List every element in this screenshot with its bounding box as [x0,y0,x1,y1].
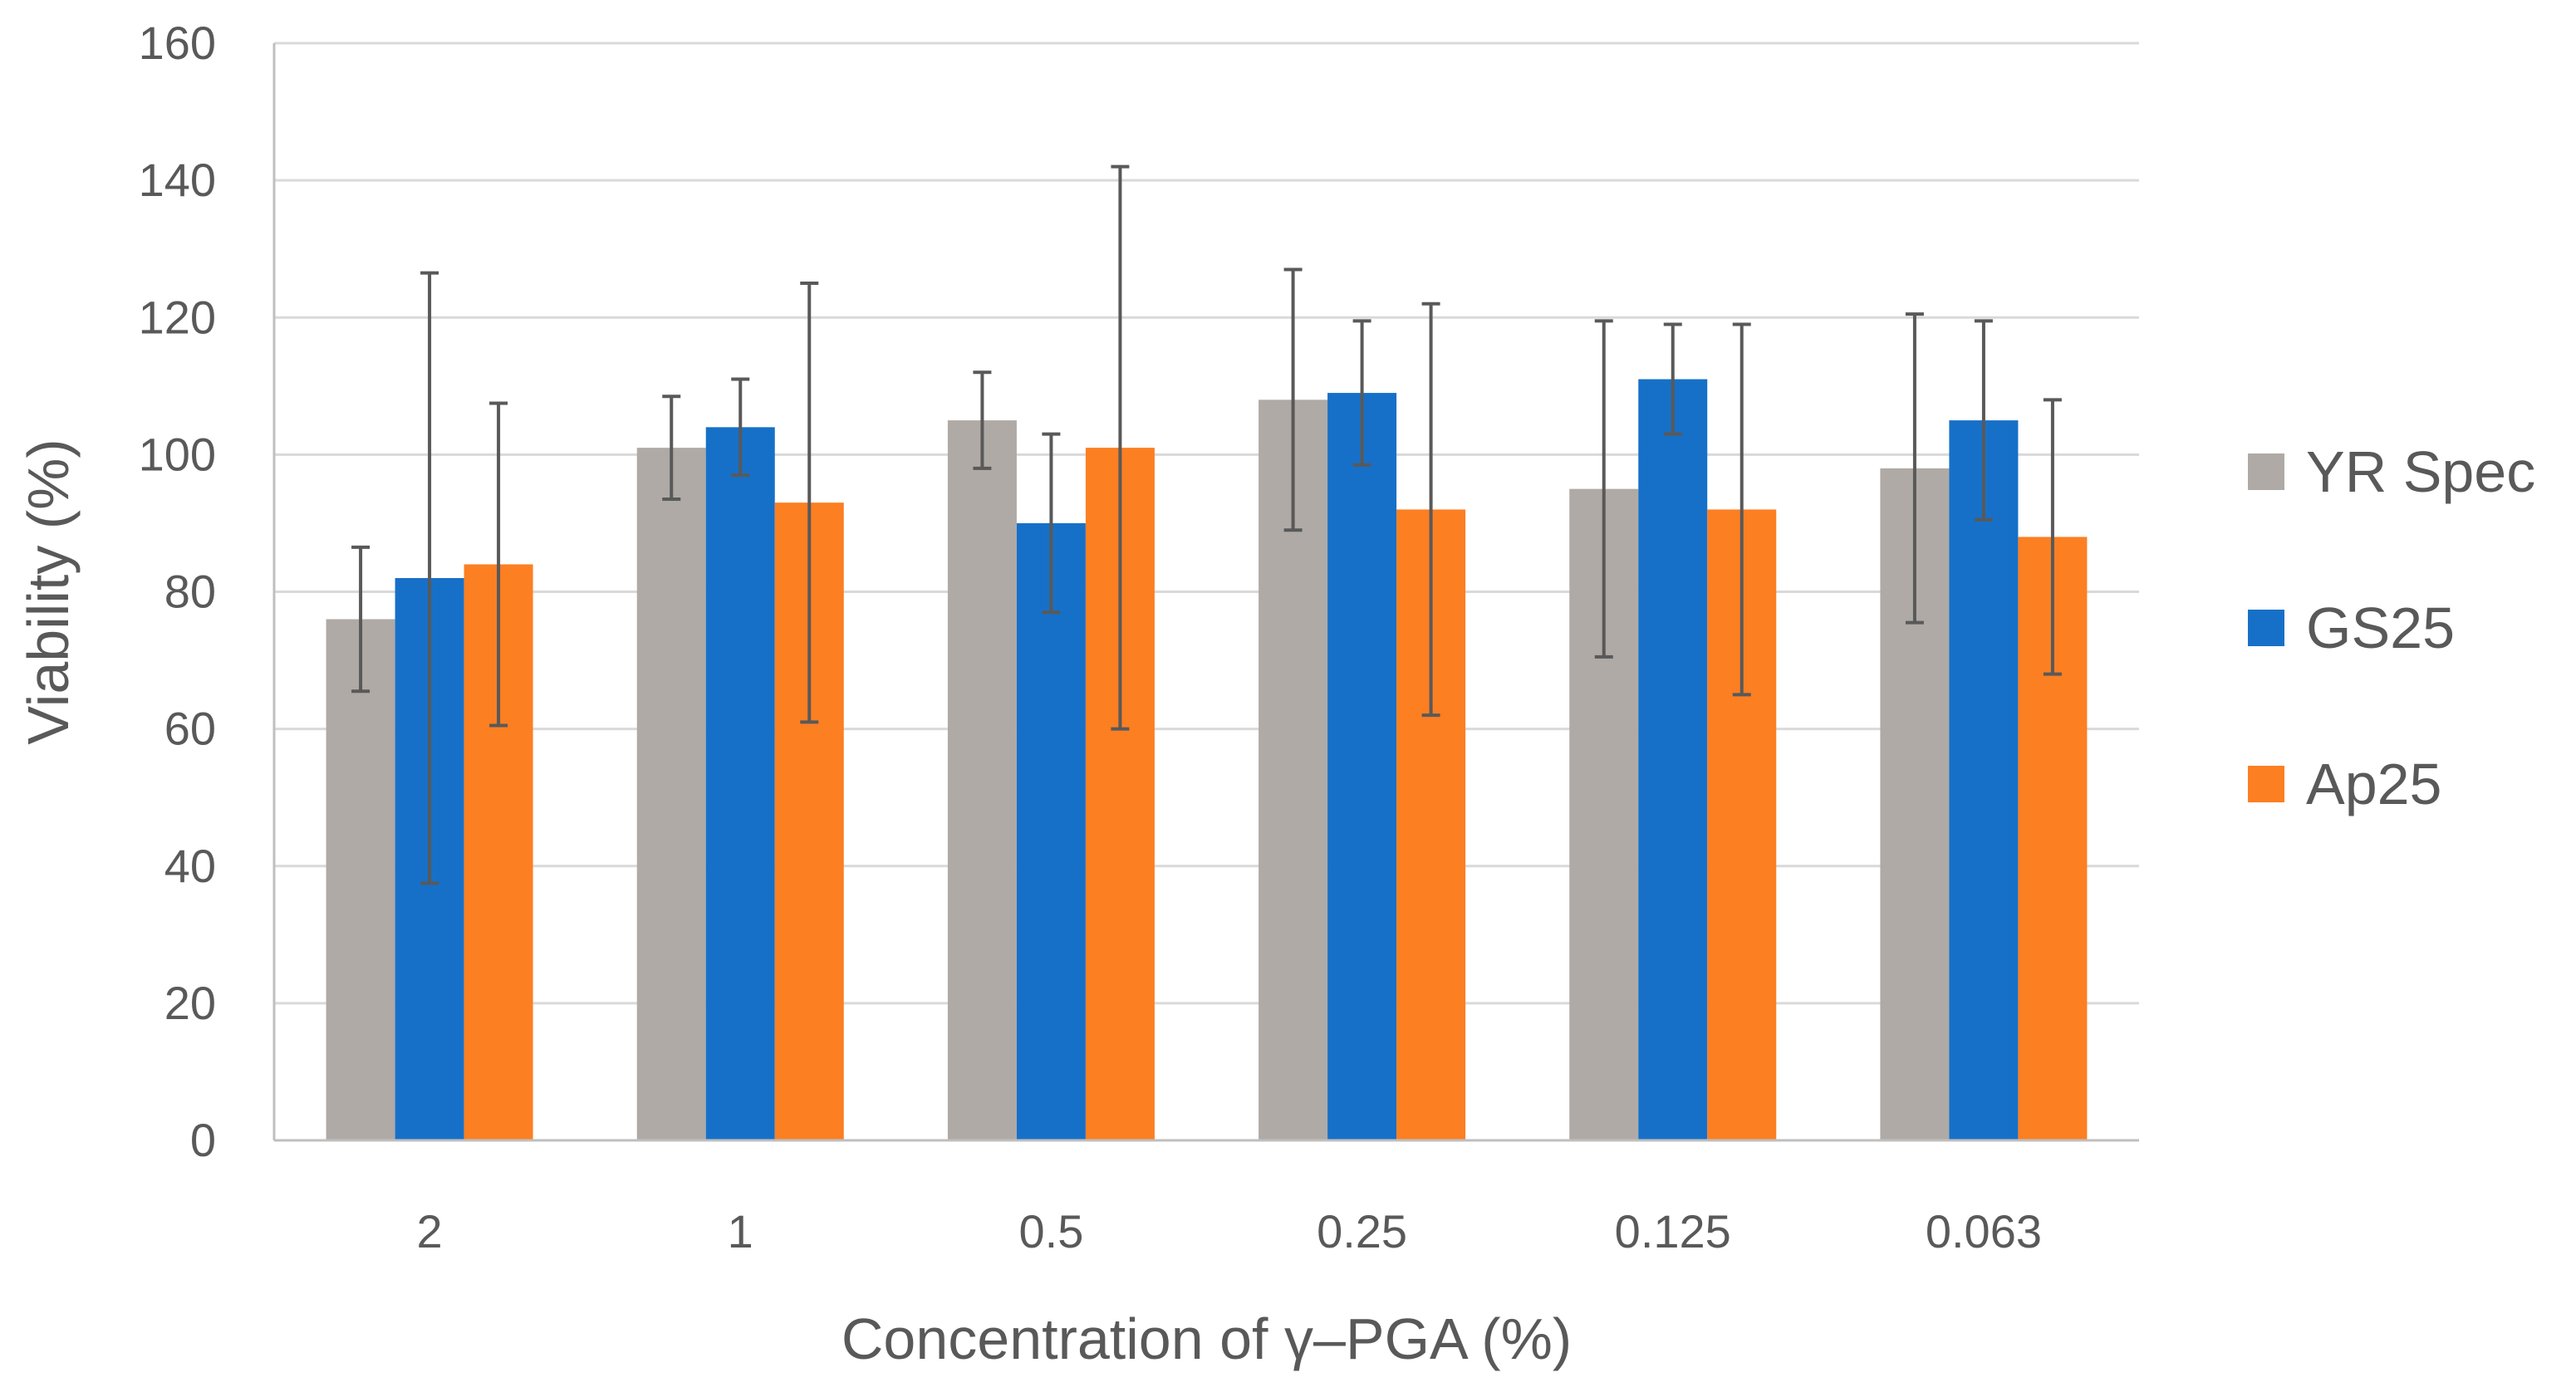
bar-gs25-0.063 [1949,420,2019,1140]
x-tick-label: 0.063 [1926,1205,2042,1257]
bar-yr-spec-0.5 [947,420,1017,1140]
bar-yr-spec-1 [636,448,706,1140]
y-tick-label: 0 [190,1114,216,1166]
bar-gs25-1 [705,427,775,1140]
x-axis-title: Concentration of γ–PGA (%) [841,1306,1572,1371]
legend-label: Ap25 [2306,752,2441,816]
legend-label: GS25 [2306,596,2455,660]
legend-swatch [2248,453,2284,490]
error-bar [1905,312,1924,625]
bar-yr-spec-2 [326,619,395,1140]
y-tick-label: 100 [139,428,216,480]
y-tick-label: 160 [139,17,216,69]
error-bar [1042,432,1061,615]
error-bar [2043,398,2062,676]
error-bar [731,377,750,478]
error-bar [1663,322,1682,436]
x-tick-label: 2 [417,1205,443,1257]
error-bar [662,395,681,502]
error-bar [973,370,992,470]
error-bar [1421,301,1440,718]
bar-gs25-0.25 [1327,393,1397,1141]
x-tick-label: 0.25 [1317,1205,1407,1257]
error-bar [420,271,439,885]
error-bar [800,281,819,724]
legend-swatch [2248,610,2284,646]
x-tick-label: 1 [728,1205,753,1257]
legend-swatch [2248,766,2284,802]
x-tick-label: 0.125 [1615,1205,1731,1257]
y-tick-label: 140 [139,154,216,206]
legend: YR Spec GS25 Ap25 [2248,439,2535,816]
x-tick-label: 0.5 [1018,1205,1083,1257]
y-tick-label: 20 [164,977,216,1029]
y-tick-label: 40 [164,840,216,892]
bar-gs25-0.125 [1638,379,1708,1140]
error-bar [1352,319,1371,467]
error-bar [1732,322,1751,697]
y-tick-label: 60 [164,703,216,755]
legend-item-gs25: GS25 [2248,596,2455,660]
legend-item-yr-spec: YR Spec [2248,439,2535,504]
error-bar [1594,319,1613,659]
legend-item-ap25: Ap25 [2248,752,2441,816]
error-bar [1111,164,1130,731]
error-bars-layer [351,164,2062,885]
error-bar [489,401,508,728]
y-axis-title: Viability (%) [16,439,81,744]
bars-layer [326,379,2088,1141]
y-tick-label: 120 [139,291,216,343]
legend-label: YR Spec [2306,439,2535,504]
bar-gs25-0.5 [1016,522,1086,1140]
y-tick-label: 80 [164,566,216,618]
x-tick-labels: 2 1 0.5 0.25 0.125 0.063 [417,1205,2042,1257]
error-bar [1974,319,1993,522]
error-bar [1283,267,1303,532]
error-bar [351,545,370,694]
y-tick-labels: 0 20 40 60 80 100 120 140 160 [139,17,216,1166]
grid-layer [274,42,2139,1005]
